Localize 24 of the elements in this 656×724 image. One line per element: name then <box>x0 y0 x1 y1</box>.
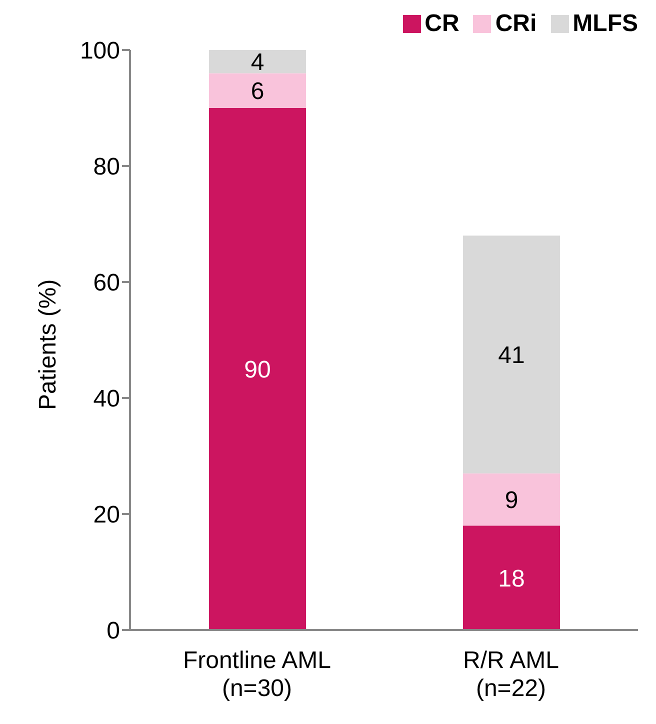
data-label: 9 <box>504 487 518 514</box>
data-label: 90 <box>244 356 271 384</box>
y-axis-title: Patients (%) <box>34 279 62 410</box>
y-tick-label: 100 <box>80 38 120 65</box>
y-tick-label: 0 <box>106 618 120 645</box>
bar <box>463 526 560 630</box>
bar <box>209 50 306 74</box>
data-label: 6 <box>250 78 264 106</box>
data-label: 41 <box>498 342 525 370</box>
legend-label: CR <box>424 10 460 38</box>
y-tick-label: 40 <box>93 386 120 413</box>
bar <box>463 236 560 474</box>
y-tick-label: 20 <box>93 502 120 529</box>
bar <box>209 73 306 108</box>
bar <box>209 108 306 630</box>
legend-label: MLFS <box>572 10 638 38</box>
bar <box>463 473 560 526</box>
x-tick-label: R/R AML (n=22) <box>462 647 560 702</box>
legend-label: CRi <box>495 10 537 38</box>
y-tick-label: 60 <box>93 270 120 297</box>
x-tick-label: Frontline AML (n=30) <box>182 647 332 702</box>
data-label: 18 <box>498 565 525 592</box>
y-tick-label: 80 <box>93 154 120 181</box>
data-label: 4 <box>250 49 264 76</box>
